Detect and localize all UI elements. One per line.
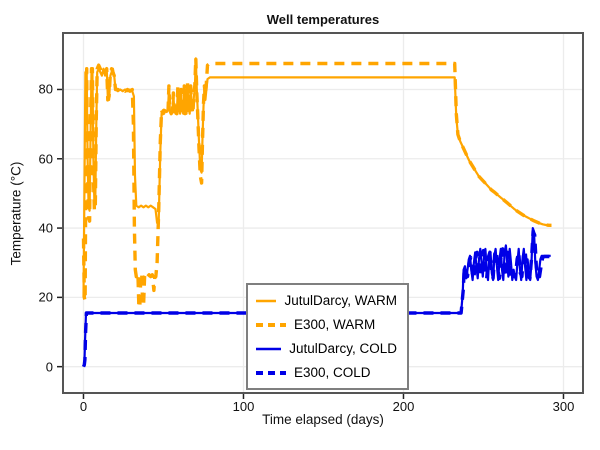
legend-label: E300, COLD (294, 365, 371, 380)
y-tick-label-0: 0 (45, 359, 53, 375)
series-line-e300-warm (81, 56, 552, 310)
legend-line-sample (256, 322, 286, 327)
x-tick-label-100: 100 (232, 399, 255, 414)
y-tick-label-40: 40 (38, 220, 53, 236)
legend-entry-e300-warm: E300, WARM (256, 316, 397, 333)
series-line-e300-cold (81, 229, 551, 368)
y-tick-label-60: 60 (38, 151, 53, 167)
x-tick-label-0: 0 (79, 399, 88, 414)
legend-label: E300, WARM (294, 317, 376, 332)
x-tick-label-200: 200 (392, 399, 415, 414)
plot-frame (62, 32, 584, 394)
y-tick-label-80: 80 (38, 81, 53, 97)
legend-entry-e300-cold: E300, COLD (256, 364, 397, 381)
y-axis-label: Temperature (°C) (8, 161, 24, 266)
x-axis-label: Time elapsed (days) (262, 412, 384, 427)
legend-line-sample (256, 370, 286, 375)
legend: JutulDarcy, WARM E300, WARM JutulDarcy, CO… (246, 283, 409, 390)
legend-line-sample (256, 347, 282, 350)
legend-entry-jutuldarcy-warm: JutulDarcy, WARM (256, 292, 397, 309)
y-tick-label-20: 20 (38, 289, 53, 305)
chart-title: Well temperatures (266, 12, 380, 27)
legend-line-sample (256, 299, 277, 302)
legend-label: JutulDarcy, COLD (289, 341, 397, 356)
legend-label: JutulDarcy, WARM (284, 293, 397, 308)
legend-entry-jutuldarcy-cold: JutulDarcy, COLD (256, 340, 397, 357)
x-tick-label-300: 300 (552, 399, 575, 414)
